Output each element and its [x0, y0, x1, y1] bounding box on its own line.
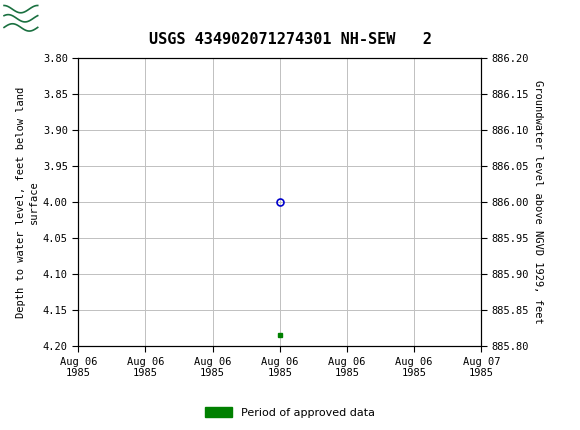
Legend: Period of approved data: Period of approved data [200, 403, 380, 422]
Text: USGS 434902071274301 NH-SEW   2: USGS 434902071274301 NH-SEW 2 [148, 32, 432, 47]
Y-axis label: Groundwater level above NGVD 1929, feet: Groundwater level above NGVD 1929, feet [533, 80, 543, 324]
Y-axis label: Depth to water level, feet below land
surface: Depth to water level, feet below land su… [16, 86, 39, 318]
Bar [3, 2, 78, 35]
Text: USGS: USGS [44, 9, 95, 27]
